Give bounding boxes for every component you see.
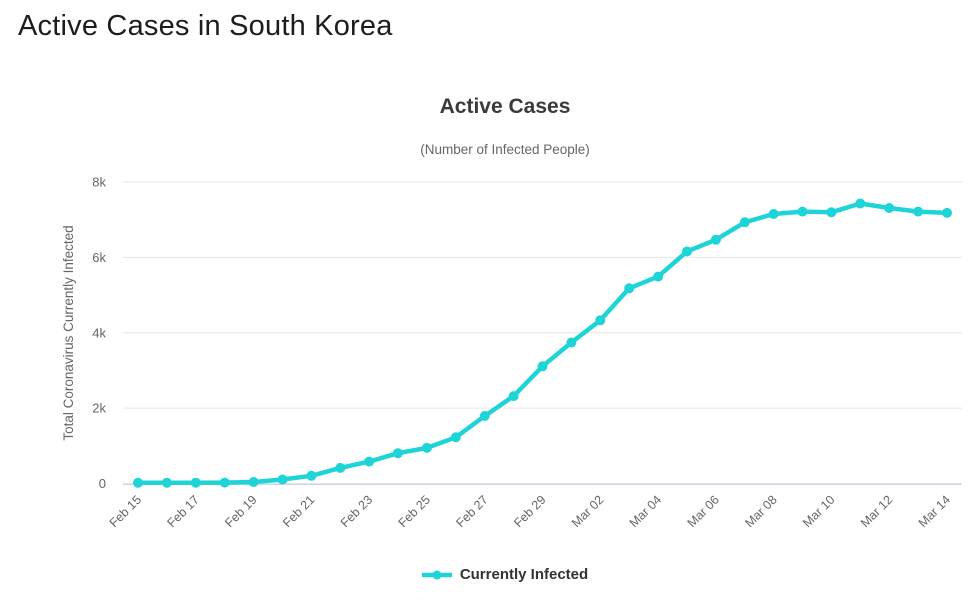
chart-title: Active Cases	[439, 95, 571, 118]
data-point-Feb-29[interactable]	[537, 361, 548, 372]
series-line-marker-icon	[421, 570, 452, 579]
x-tick-label-Feb-15: Feb 15	[107, 493, 144, 530]
x-tick-label-Feb-17: Feb 17	[164, 493, 201, 530]
page-title: Active Cases in South Korea	[18, 10, 393, 42]
data-point-Feb-26[interactable]	[450, 432, 461, 443]
y-tick-label: 0	[99, 476, 106, 491]
data-point-Feb-17[interactable]	[190, 477, 201, 488]
x-tick-label-Feb-29: Feb 29	[511, 493, 548, 530]
data-point-Mar-08[interactable]	[768, 209, 779, 219]
x-tick-label-Mar-10: Mar 10	[800, 493, 837, 530]
x-tick-label-Mar-02: Mar 02	[569, 493, 606, 530]
data-point-Mar-07[interactable]	[739, 217, 750, 228]
x-tick-label-Feb-21: Feb 21	[280, 493, 317, 530]
data-point-Mar-14[interactable]	[942, 207, 952, 218]
data-point-Mar-13[interactable]	[913, 206, 924, 217]
data-point-Mar-09[interactable]	[797, 206, 808, 217]
data-point-Mar-06[interactable]	[710, 234, 721, 245]
data-point-Feb-16[interactable]	[161, 477, 172, 488]
data-point-Mar-12[interactable]	[884, 203, 895, 213]
x-tick-label-Mar-04: Mar 04	[627, 493, 664, 530]
x-tick-label-Feb-23: Feb 23	[338, 493, 375, 530]
x-tick-label-Mar-12: Mar 12	[858, 493, 895, 530]
data-point-Feb-21[interactable]	[306, 470, 317, 481]
data-point-Mar-10[interactable]	[826, 207, 837, 218]
data-point-Mar-04[interactable]	[653, 271, 664, 282]
data-point-Mar-01[interactable]	[566, 337, 577, 348]
data-point-Feb-24[interactable]	[393, 448, 403, 459]
legend-item-currently-infected[interactable]: Currently Infected	[30, 566, 980, 583]
data-point-Feb-28[interactable]	[508, 391, 519, 402]
data-point-Feb-22[interactable]	[335, 462, 346, 473]
data-point-Feb-25[interactable]	[421, 442, 432, 453]
data-point-Feb-18[interactable]	[219, 477, 230, 488]
x-tick-label-Mar-08: Mar 08	[742, 493, 779, 530]
data-point-Feb-20[interactable]	[277, 474, 288, 485]
x-tick-label-Feb-19: Feb 19	[222, 493, 259, 530]
series-line-currently-infected	[135, 201, 950, 486]
data-point-Mar-02[interactable]	[595, 315, 606, 326]
legend-label: Currently Infected	[459, 566, 589, 583]
x-tick-label-Feb-25: Feb 25	[396, 493, 433, 530]
data-point-Mar-03[interactable]	[624, 283, 635, 294]
data-point-Mar-11[interactable]	[855, 198, 866, 209]
chart-subtitle: (Number of Infected People)	[420, 142, 590, 157]
y-tick-label: 2k	[92, 401, 106, 416]
y-axis-title: Total Coronavirus Currently Infected	[61, 225, 76, 440]
y-tick-label: 6k	[92, 250, 106, 265]
x-tick-label-Mar-06: Mar 06	[685, 493, 722, 530]
data-point-Feb-19[interactable]	[248, 477, 259, 487]
data-point-Feb-27[interactable]	[479, 411, 490, 421]
data-point-Mar-05[interactable]	[682, 246, 692, 257]
x-tick-label-Mar-14: Mar 14	[916, 493, 953, 530]
y-tick-label: 4k	[92, 325, 106, 340]
data-point-Feb-15[interactable]	[133, 477, 143, 488]
y-tick-label: 8k	[92, 175, 106, 190]
x-tick-label-Feb-27: Feb 27	[453, 493, 490, 530]
data-point-Feb-23[interactable]	[364, 456, 375, 467]
